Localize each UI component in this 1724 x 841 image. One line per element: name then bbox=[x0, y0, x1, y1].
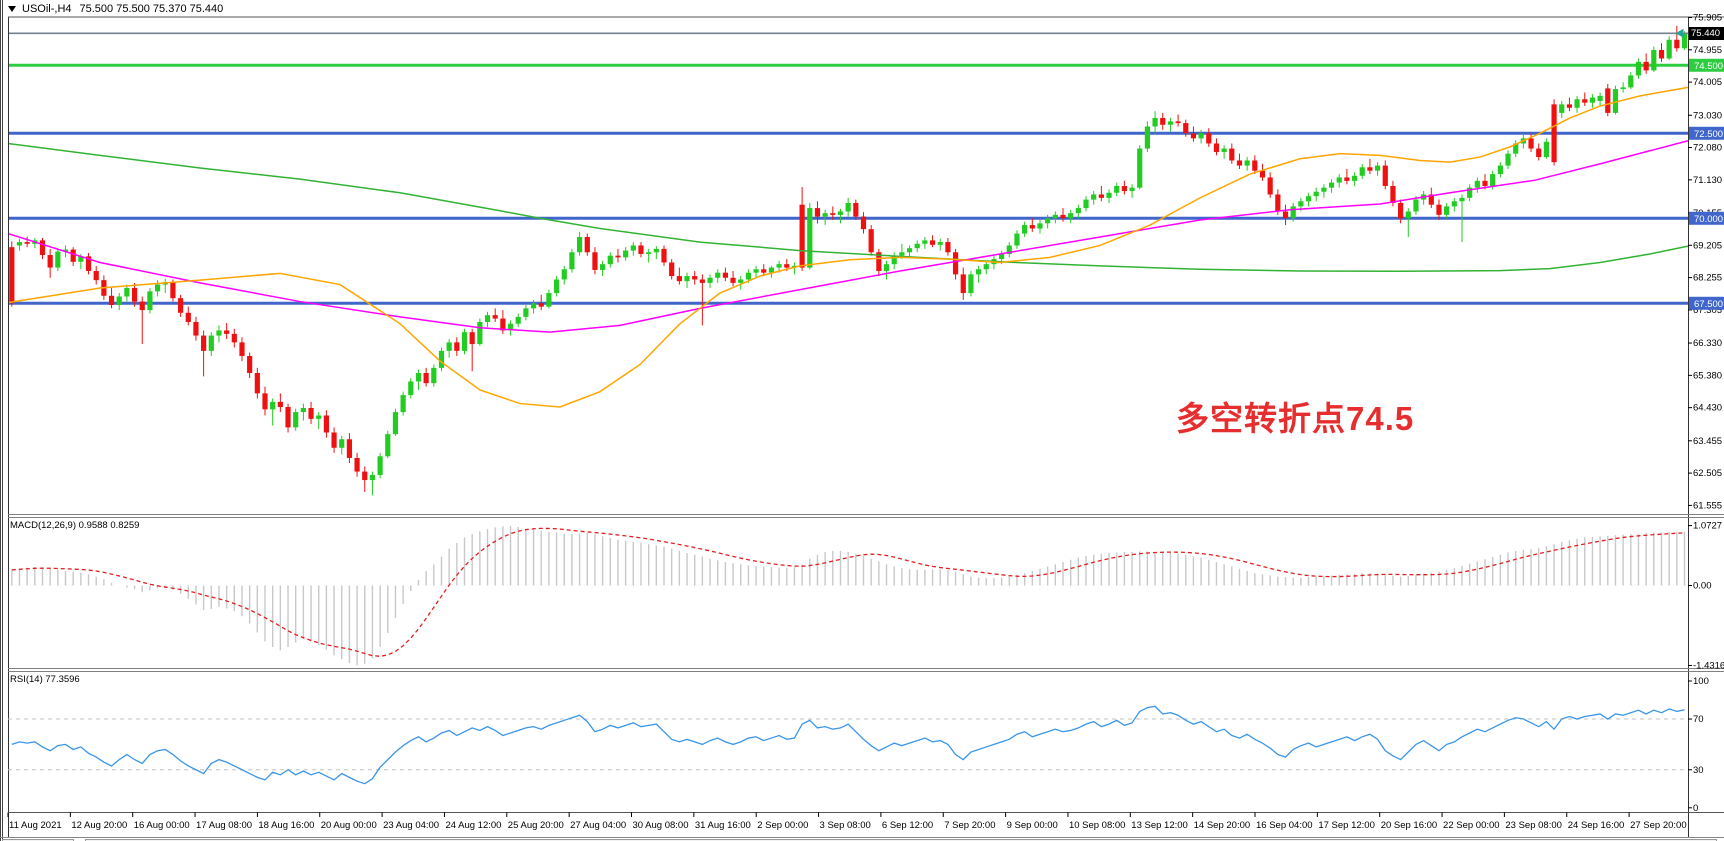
macd-tick-label: 0.00 bbox=[1693, 581, 1712, 592]
symbol-dropdown-icon[interactable] bbox=[8, 6, 16, 12]
time-tick-label: 9 Sep 00:00 bbox=[1007, 820, 1058, 831]
price-tick-label: 64.430 bbox=[1693, 403, 1722, 414]
time-tick-label: 13 Sep 12:00 bbox=[1131, 820, 1188, 831]
price-tick-label: 73.030 bbox=[1693, 110, 1722, 121]
time-tick-label: 24 Aug 12:00 bbox=[445, 820, 501, 831]
price-tick-label: 61.555 bbox=[1693, 500, 1722, 511]
time-tick-label: 23 Sep 08:00 bbox=[1505, 820, 1562, 831]
level-price-badge bbox=[1689, 211, 1724, 225]
level-lines[interactable] bbox=[8, 63, 1688, 305]
price-tick-label: 65.380 bbox=[1693, 370, 1722, 381]
ma-fast-orange[interactable] bbox=[7, 86, 1689, 408]
price-tick-label: 75.905 bbox=[1693, 13, 1722, 24]
level-price-badge bbox=[1689, 58, 1724, 72]
rsi-line bbox=[11, 705, 1685, 785]
level-price-badge-text: 67.500 bbox=[1694, 299, 1723, 310]
price-tick-label: 74.955 bbox=[1693, 45, 1722, 56]
rsi-tick-label: 100 bbox=[1693, 676, 1709, 687]
time-tick-label: 18 Aug 16:00 bbox=[258, 820, 314, 831]
macd-name: MACD(12,26,9) bbox=[10, 520, 76, 531]
time-tick-label: 3 Sep 08:00 bbox=[820, 820, 871, 831]
macd-signal-value: 0.8259 bbox=[110, 520, 140, 531]
time-tick-label: 16 Aug 00:00 bbox=[134, 820, 190, 831]
price-tick-label: 69.205 bbox=[1693, 240, 1722, 251]
ma-slow-green[interactable] bbox=[7, 142, 1689, 273]
time-tick-label: 30 Aug 08:00 bbox=[633, 820, 689, 831]
macd-indicator-label: MACD(12,26,9) 0.9588 0.8259 bbox=[10, 520, 139, 531]
rsi-indicator-label: RSI(14) 77.3596 bbox=[10, 674, 80, 685]
level-price-badge-text: 72.500 bbox=[1694, 129, 1723, 140]
price-tick-label: 68.255 bbox=[1693, 273, 1722, 284]
price-tick-label: 74.005 bbox=[1693, 77, 1722, 88]
chart-title: USOil-,H4 75.500 75.500 75.370 75.440 bbox=[6, 2, 223, 16]
ohlc-quotes-label: 75.500 75.500 75.370 75.440 bbox=[79, 3, 224, 15]
macd-tick-label: 1.0727 bbox=[1693, 521, 1722, 532]
chart-tab-strip bbox=[0, 837, 1724, 841]
chart-tab-area[interactable] bbox=[85, 839, 1717, 841]
macd-tick-label: -1.4316 bbox=[1693, 660, 1724, 671]
ma-mid-magenta[interactable] bbox=[7, 140, 1689, 333]
macd-main-value: 0.9588 bbox=[78, 520, 108, 531]
time-tick-label: 12 Aug 20:00 bbox=[71, 820, 127, 831]
time-tick-label: 17 Aug 08:00 bbox=[196, 820, 252, 831]
time-tick-label: 6 Sep 12:00 bbox=[882, 820, 933, 831]
current-price-box: 75.440 bbox=[1689, 26, 1724, 40]
level-price-badge-text: 70.000 bbox=[1694, 214, 1723, 225]
time-tick-label: 20 Aug 00:00 bbox=[321, 820, 377, 831]
rsi-tick-label: 70 bbox=[1693, 714, 1704, 725]
time-tick-label: 16 Sep 04:00 bbox=[1256, 820, 1313, 831]
time-tick-label: 17 Sep 12:00 bbox=[1318, 820, 1375, 831]
time-tick-label: 25 Aug 20:00 bbox=[508, 820, 564, 831]
last-price-arrow-icon bbox=[1675, 28, 1684, 38]
time-tick-label: 27 Aug 04:00 bbox=[570, 820, 626, 831]
rsi-name: RSI(14) bbox=[10, 674, 43, 685]
time-tick-label: 20 Sep 16:00 bbox=[1381, 820, 1438, 831]
macd-signal-line bbox=[11, 527, 1685, 657]
price-tick-label: 67.305 bbox=[1693, 305, 1722, 316]
time-tick-label: 7 Sep 20:00 bbox=[944, 820, 995, 831]
price-tick-label: 62.505 bbox=[1693, 468, 1722, 479]
symbol-period-label: USOil-,H4 bbox=[22, 3, 72, 15]
level-price-badge bbox=[1689, 296, 1724, 310]
rsi-tick-label: 30 bbox=[1693, 765, 1704, 776]
time-tick-label: 10 Sep 08:00 bbox=[1069, 820, 1126, 831]
level-price-badge bbox=[1689, 126, 1724, 140]
time-tick-label: 27 Sep 20:00 bbox=[1630, 820, 1687, 831]
ma-overlays bbox=[7, 28, 1689, 408]
level-price-badge-text: 74.500 bbox=[1694, 61, 1723, 72]
price-tick-label: 71.130 bbox=[1693, 175, 1722, 186]
candlestick-series bbox=[9, 25, 1688, 496]
rsi-tick-label: 0 bbox=[1693, 803, 1698, 814]
price-tick-label: 66.330 bbox=[1693, 338, 1722, 349]
time-tick-label: 23 Aug 04:00 bbox=[383, 820, 439, 831]
time-tick-label: 22 Sep 00:00 bbox=[1443, 820, 1500, 831]
chart-tab[interactable] bbox=[2, 839, 74, 841]
price-tick-label: 63.455 bbox=[1693, 436, 1722, 447]
time-tick-label: 31 Aug 16:00 bbox=[695, 820, 751, 831]
time-tick-label: 24 Sep 16:00 bbox=[1568, 820, 1625, 831]
rsi-value: 77.3596 bbox=[45, 674, 80, 685]
price-tick-label: 72.080 bbox=[1693, 143, 1722, 154]
time-tick-label: 14 Sep 20:00 bbox=[1194, 820, 1251, 831]
annotation-text[interactable]: 多空转折点74.5 bbox=[1176, 400, 1415, 437]
indicator-panels bbox=[8, 525, 1688, 785]
time-tick-label: 11 Aug 2021 bbox=[9, 820, 62, 831]
time-tick-label: 2 Sep 00:00 bbox=[757, 820, 808, 831]
